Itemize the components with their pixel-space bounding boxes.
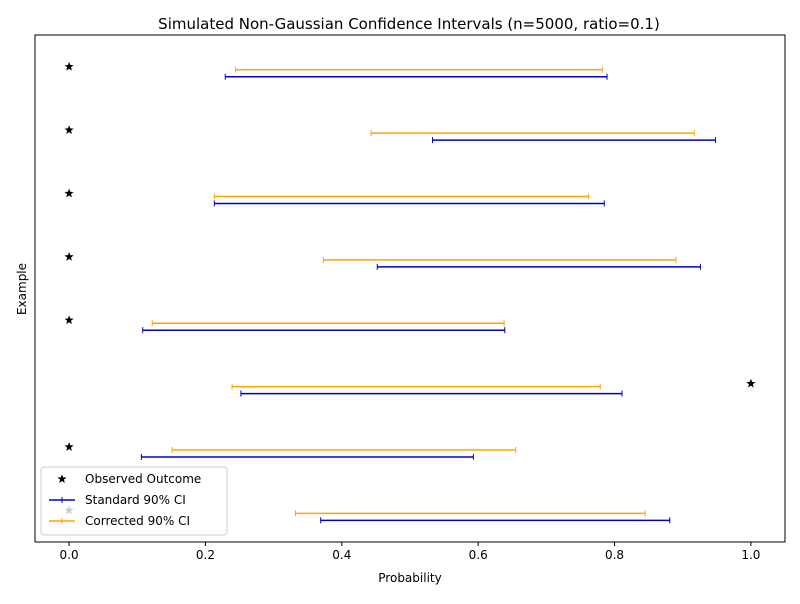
x-tick-label: 0.4 <box>332 548 351 562</box>
plot-area <box>64 61 756 524</box>
chart-title: Simulated Non-Gaussian Confidence Interv… <box>158 15 660 33</box>
observed-outcome-star <box>64 61 74 71</box>
observed-outcome-star <box>64 125 74 134</box>
observed-outcome-star <box>64 252 74 261</box>
x-tick-label: 0.2 <box>196 548 215 562</box>
x-axis: 0.0 0.2 0.4 0.6 0.8 1.0 <box>60 542 760 562</box>
y-axis-label: Example <box>15 263 29 315</box>
x-tick-label: 0.8 <box>605 548 624 562</box>
observed-outcome-star <box>64 188 74 198</box>
legend-observed-star <box>57 474 67 483</box>
legend-label-corrected: Corrected 90% CI <box>85 514 190 528</box>
x-tick-label: 1.0 <box>741 548 760 562</box>
x-tick-label: 0.0 <box>60 548 79 562</box>
observed-outcome-star <box>64 315 74 325</box>
legend-label-observed: Observed Outcome <box>85 472 201 486</box>
x-axis-label: Probability <box>378 571 441 585</box>
plot-frame <box>34 34 786 543</box>
observed-outcome-star <box>64 442 74 451</box>
observed-outcome-star <box>746 378 756 388</box>
legend-label-standard: Standard 90% CI <box>85 493 186 507</box>
legend-box <box>40 466 228 536</box>
legend: Observed Outcome Standard 90% CI Corrected… <box>40 466 228 536</box>
x-tick-label: 0.6 <box>469 548 488 562</box>
